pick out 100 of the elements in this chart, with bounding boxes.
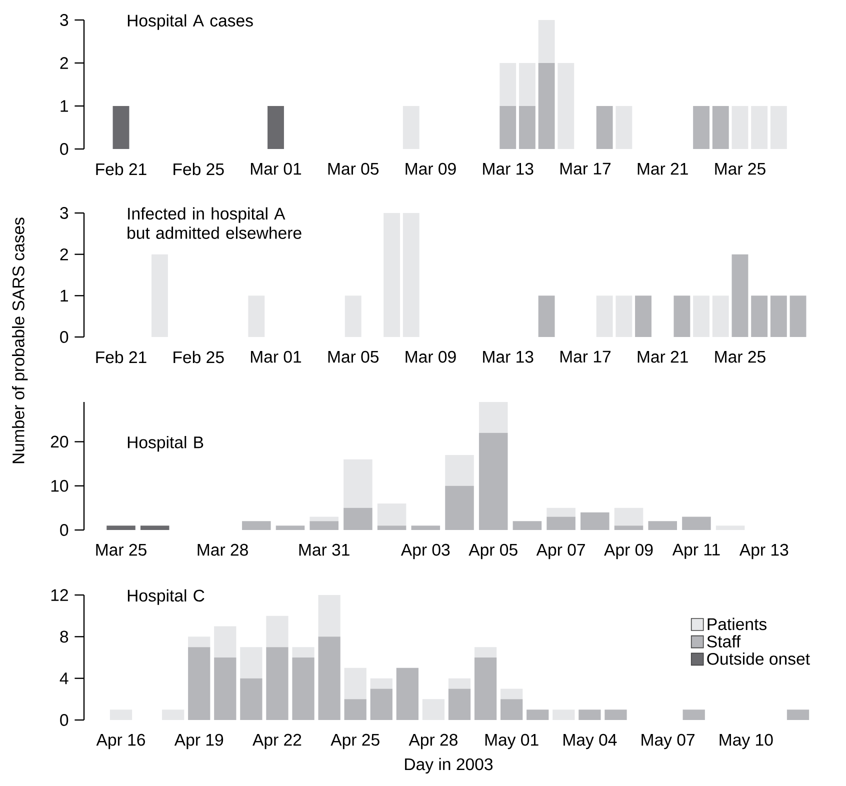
bar [478, 402, 508, 433]
bar [614, 508, 644, 526]
y-tick-label: 10 [51, 480, 68, 492]
x-tick-label: Mar 13 [483, 162, 534, 175]
x-tick-label: Feb 25 [174, 162, 224, 176]
y-tick-label: 3 [60, 14, 68, 26]
x-tick-label: Apr 28 [408, 734, 458, 750]
bar [716, 526, 745, 530]
bar [616, 106, 632, 149]
x-tick-label: Mar 17 [560, 350, 611, 363]
bar [188, 636, 210, 648]
bar [596, 296, 613, 337]
bar [344, 459, 372, 508]
bar [500, 106, 516, 149]
x-tick-label: Mar 13 [483, 350, 534, 363]
bar [770, 106, 787, 149]
bar [635, 296, 652, 337]
bar [370, 688, 392, 720]
chart-title: Infected in hospital A but admitted elsewhere [128, 207, 302, 239]
bar [500, 62, 516, 106]
x-axis-title: Day in 2003 [405, 758, 493, 774]
chart-title: Hospital A cases [128, 14, 253, 30]
bar [377, 504, 406, 526]
bar [276, 526, 305, 530]
bar [266, 647, 288, 720]
y-tick-label: 0 [60, 714, 68, 726]
x-tick-label: Apr 03 [400, 544, 450, 560]
bar [682, 516, 711, 530]
bar [112, 106, 130, 149]
x-tick-label: Mar 25 [96, 544, 146, 556]
x-tick-label: Apr 25 [330, 734, 380, 750]
bar [732, 254, 748, 337]
bar [546, 508, 576, 517]
y-tick-label: 4 [60, 672, 68, 684]
bar [411, 526, 440, 530]
bar [448, 688, 471, 720]
y-axis-title: Number of probable SARS cases [12, 218, 28, 464]
bar [240, 678, 262, 720]
bar [240, 647, 262, 678]
bar [693, 106, 710, 149]
bar [310, 516, 338, 522]
bar [214, 626, 236, 658]
bar [596, 106, 613, 149]
bar [538, 296, 555, 337]
y-tick-label: 8 [60, 630, 68, 643]
bar [448, 678, 471, 689]
bar [402, 106, 420, 149]
x-tick-label: Apr 13 [739, 544, 788, 560]
x-tick-label: Mar 09 [406, 350, 456, 363]
x-tick-label: Feb 21 [96, 162, 146, 176]
bar [552, 710, 575, 720]
bar [648, 521, 677, 530]
bar [110, 710, 132, 720]
bar [268, 106, 284, 149]
x-tick-label: Apr 07 [536, 544, 585, 560]
bar [478, 432, 508, 530]
bar [292, 647, 314, 658]
x-tick-label: May 10 [720, 734, 773, 750]
bar [693, 296, 710, 337]
y-tick-label: 1 [60, 290, 68, 302]
x-tick-label: Mar 05 [328, 162, 379, 175]
y-tick-label: 2 [60, 248, 68, 260]
x-tick-label: Feb 25 [174, 350, 224, 364]
x-tick-label: Apr 16 [96, 734, 145, 750]
bar [770, 296, 787, 337]
bar [616, 296, 632, 337]
bar [682, 710, 705, 720]
bar [674, 296, 690, 337]
text: Hospital B [128, 436, 204, 452]
bar [214, 658, 236, 720]
bar [140, 526, 170, 530]
x-tick-label: Apr 11 [672, 544, 720, 559]
bar [344, 668, 366, 700]
bar [558, 62, 574, 149]
x-tick-label: Mar 25 [715, 350, 766, 363]
y-tick-label: 0 [60, 524, 68, 536]
x-tick-label: Mar 21 [638, 350, 688, 363]
bar [445, 486, 474, 530]
bar [546, 516, 576, 530]
bar [500, 688, 523, 700]
bar [512, 521, 542, 530]
x-tick-label: May 01 [485, 734, 538, 750]
bar [712, 106, 729, 149]
y-tick-label: 20 [50, 436, 68, 448]
x-tick-label: Mar 17 [560, 162, 611, 175]
bar [790, 296, 806, 337]
bar [310, 521, 338, 530]
bar [370, 678, 392, 689]
bar [248, 296, 265, 337]
bar [344, 508, 372, 530]
x-tick-label: Mar 25 [715, 162, 766, 175]
bar [474, 647, 497, 658]
bar [292, 658, 314, 720]
x-tick-label: Mar 31 [299, 544, 350, 556]
bar [614, 526, 644, 530]
bar [106, 526, 136, 530]
bar [151, 254, 168, 337]
bar [242, 521, 271, 530]
x-tick-label: Mar 28 [198, 544, 248, 556]
bar [604, 710, 627, 720]
